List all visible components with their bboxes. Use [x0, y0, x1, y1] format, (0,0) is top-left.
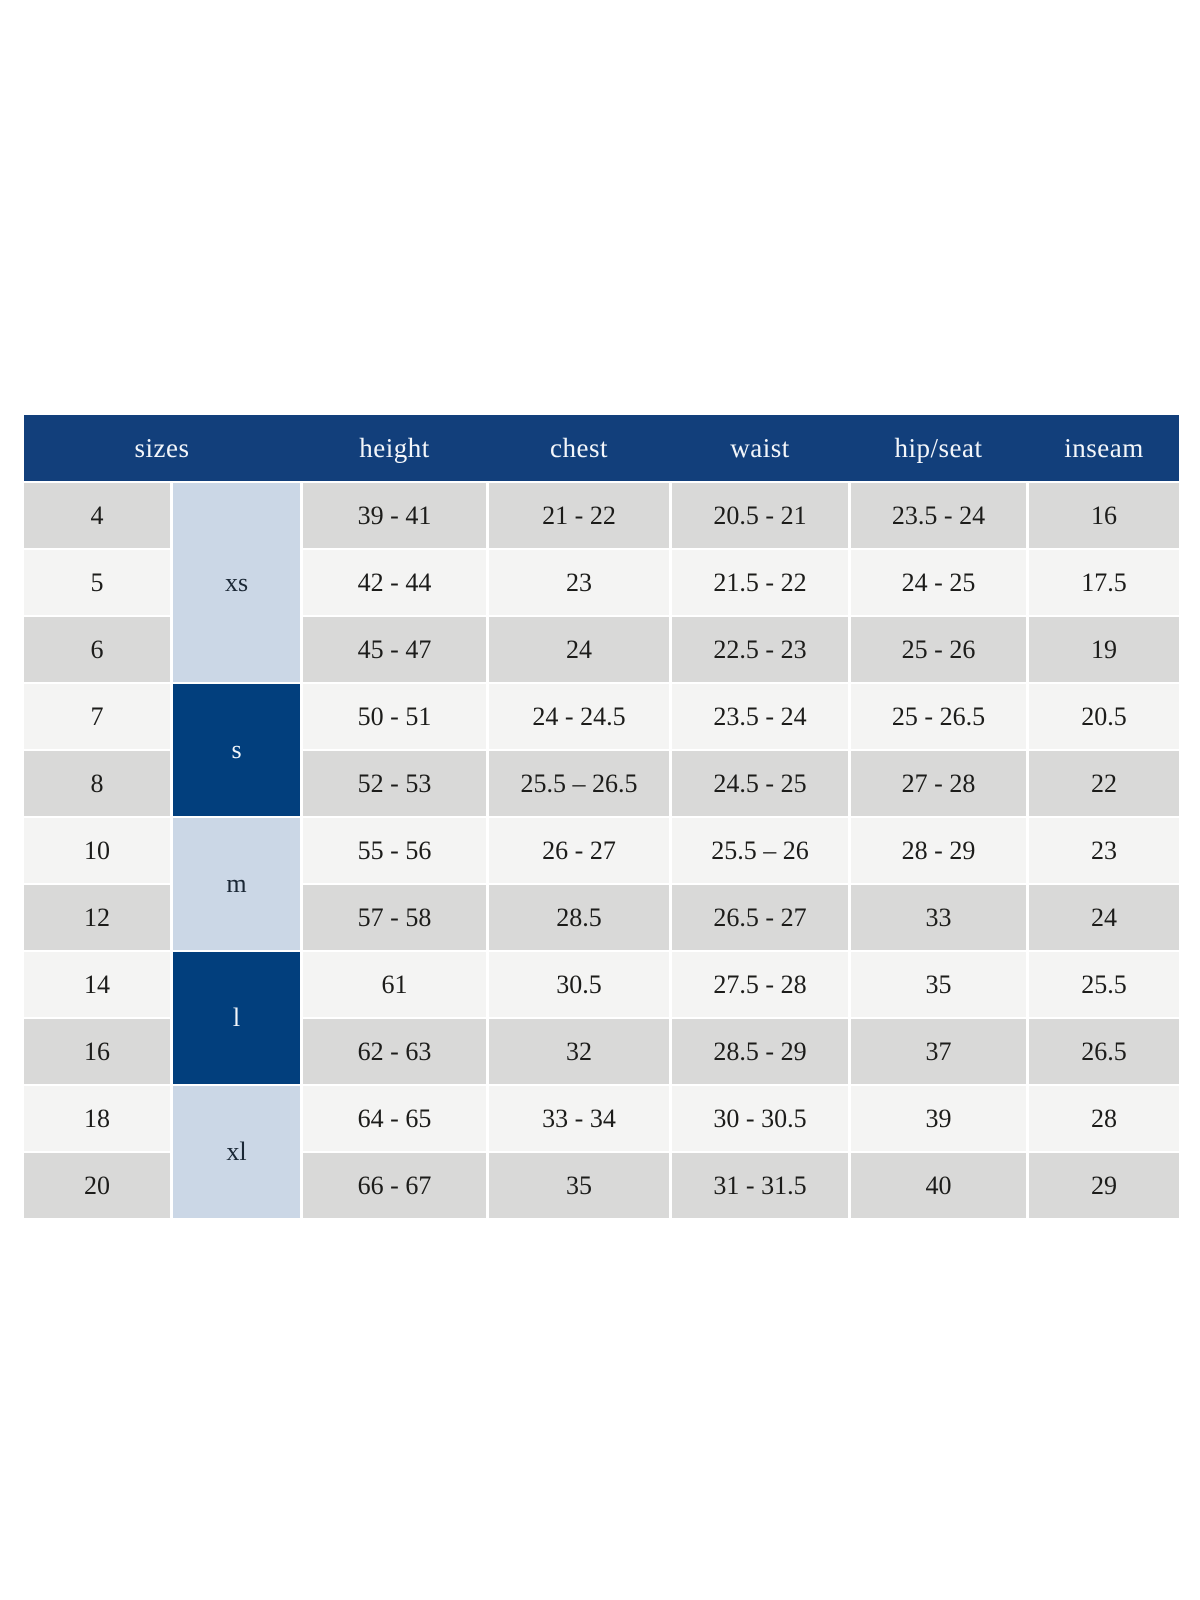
inseam-cell: 23	[1029, 818, 1179, 883]
hip-seat-cell: 23.5 - 24	[851, 483, 1026, 548]
height-cell: 52 - 53	[303, 751, 486, 816]
size-number-cell: 16	[24, 1019, 170, 1084]
inseam-cell: 28	[1029, 1086, 1179, 1151]
waist-cell: 23.5 - 24	[672, 684, 848, 749]
hip-seat-cell: 33	[851, 885, 1026, 950]
inseam-cell: 29	[1029, 1153, 1179, 1218]
size-group-cell-s: s	[173, 684, 300, 816]
size-number-cell: 6	[24, 617, 170, 682]
size-group-cell-xs: xs	[173, 483, 300, 682]
hip-seat-cell: 40	[851, 1153, 1026, 1218]
waist-cell: 25.5 – 26	[672, 818, 848, 883]
size-group-cell-l: l	[173, 952, 300, 1084]
inseam-cell: 20.5	[1029, 684, 1179, 749]
height-cell: 62 - 63	[303, 1019, 486, 1084]
table-header-row: sizes height chest waist hip/seat inseam	[24, 415, 1179, 481]
size-number-cell: 8	[24, 751, 170, 816]
hip-seat-cell: 27 - 28	[851, 751, 1026, 816]
size-number-cell: 7	[24, 684, 170, 749]
waist-cell: 21.5 - 22	[672, 550, 848, 615]
size-chart-table: sizes height chest waist hip/seat inseam…	[24, 415, 1179, 1218]
waist-cell: 26.5 - 27	[672, 885, 848, 950]
chest-cell: 28.5	[489, 885, 669, 950]
inseam-cell: 22	[1029, 751, 1179, 816]
hip-seat-cell: 24 - 25	[851, 550, 1026, 615]
column-header-hip-seat: hip/seat	[894, 432, 983, 463]
size-number-cell: 12	[24, 885, 170, 950]
waist-cell: 24.5 - 25	[672, 751, 848, 816]
column-header-height: height	[359, 432, 430, 463]
chest-cell: 32	[489, 1019, 669, 1084]
height-cell: 57 - 58	[303, 885, 486, 950]
hip-seat-cell: 25 - 26	[851, 617, 1026, 682]
inseam-cell: 25.5	[1029, 952, 1179, 1017]
chest-cell: 35	[489, 1153, 669, 1218]
size-number-cell: 20	[24, 1153, 170, 1218]
inseam-cell: 24	[1029, 885, 1179, 950]
height-cell: 55 - 56	[303, 818, 486, 883]
height-cell: 61	[303, 952, 486, 1017]
size-number-cell: 4	[24, 483, 170, 548]
inseam-cell: 26.5	[1029, 1019, 1179, 1084]
chest-cell: 25.5 – 26.5	[489, 751, 669, 816]
height-cell: 45 - 47	[303, 617, 486, 682]
size-group-cell-m: m	[173, 818, 300, 950]
column-header-chest: chest	[550, 432, 608, 463]
chest-cell: 26 - 27	[489, 818, 669, 883]
height-cell: 42 - 44	[303, 550, 486, 615]
chest-cell: 33 - 34	[489, 1086, 669, 1151]
waist-cell: 27.5 - 28	[672, 952, 848, 1017]
hip-seat-cell: 37	[851, 1019, 1026, 1084]
size-table-body: 4 39 - 41 21 - 22 20.5 - 21 23.5 - 24 16 5 42 -…	[24, 483, 1179, 1218]
height-cell: 66 - 67	[303, 1153, 486, 1218]
column-header-sizes: sizes	[134, 432, 190, 463]
hip-seat-cell: 35	[851, 952, 1026, 1017]
hip-seat-cell: 28 - 29	[851, 818, 1026, 883]
waist-cell: 30 - 30.5	[672, 1086, 848, 1151]
waist-cell: 20.5 - 21	[672, 483, 848, 548]
inseam-cell: 17.5	[1029, 550, 1179, 615]
height-cell: 39 - 41	[303, 483, 486, 548]
chest-cell: 24 - 24.5	[489, 684, 669, 749]
chest-cell: 30.5	[489, 952, 669, 1017]
height-cell: 64 - 65	[303, 1086, 486, 1151]
hip-seat-cell: 25 - 26.5	[851, 684, 1026, 749]
hip-seat-cell: 39	[851, 1086, 1026, 1151]
height-cell: 50 - 51	[303, 684, 486, 749]
waist-cell: 22.5 - 23	[672, 617, 848, 682]
column-header-waist: waist	[730, 432, 790, 463]
size-number-cell: 5	[24, 550, 170, 615]
column-header-inseam: inseam	[1064, 432, 1144, 463]
chest-cell: 23	[489, 550, 669, 615]
waist-cell: 31 - 31.5	[672, 1153, 848, 1218]
size-number-cell: 10	[24, 818, 170, 883]
chest-cell: 21 - 22	[489, 483, 669, 548]
size-group-cell-xl: xl	[173, 1086, 300, 1218]
waist-cell: 28.5 - 29	[672, 1019, 848, 1084]
size-number-cell: 14	[24, 952, 170, 1017]
inseam-cell: 16	[1029, 483, 1179, 548]
size-number-cell: 18	[24, 1086, 170, 1151]
chest-cell: 24	[489, 617, 669, 682]
inseam-cell: 19	[1029, 617, 1179, 682]
